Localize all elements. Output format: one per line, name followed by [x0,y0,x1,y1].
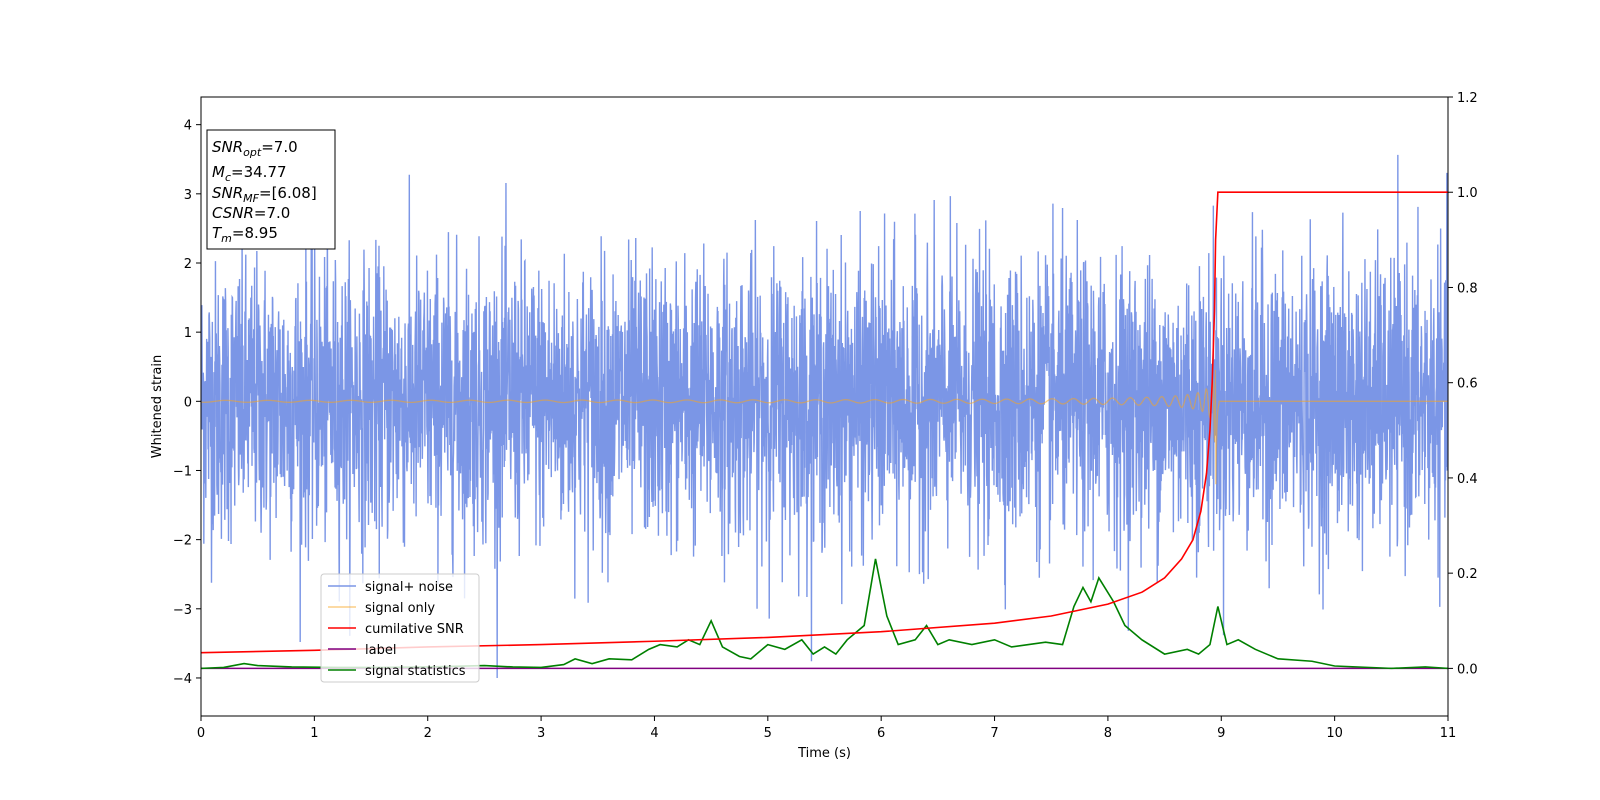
x-tick-label: 8 [1104,726,1112,741]
info-tm: Tm=8.95 [212,224,278,245]
info-snr-mf: SNRMF=[6.08] [212,184,317,205]
legend-label-signal-noise: signal+ noise [365,580,453,595]
legend-label-cumulative-snr: cumilative SNR [365,622,464,637]
y-right-tick-label: 0.4 [1457,472,1478,487]
x-tick-label: 2 [424,726,432,741]
y-left-tick-label: −3 [173,603,192,618]
series-signal-only [201,369,1448,485]
series-signal-statistics [201,558,1448,670]
info-mc: Mc=34.77 [212,163,287,184]
y-left-tick-label: 0 [184,395,192,410]
x-tick-label: 3 [537,726,545,741]
y-right-tick-label: 0.8 [1457,281,1478,296]
y-right-tick-label: 0.2 [1457,567,1478,582]
info-box: SNRopt=7.0 Mc=34.77 SNRMF=[6.08] CSNR=7.… [206,129,336,250]
y-right-tick-label: 0.6 [1457,377,1478,392]
y-axis-label: Whitened strain [150,355,165,458]
y-right-tick-label: 1.2 [1457,91,1478,106]
legend-label-signal-statistics: signal statistics [365,664,466,679]
info-snr-opt: SNRopt=7.0 [212,138,298,159]
y-right-tick-label: 1.0 [1457,186,1478,201]
x-tick-label: 5 [764,726,772,741]
x-axis-label: Time (s) [797,746,851,761]
x-tick-label: 1 [310,726,318,741]
info-box-frame [206,129,336,250]
x-tick-label: 4 [650,726,658,741]
y-left-tick-label: 1 [184,326,192,341]
x-tick-label: 6 [877,726,885,741]
legend-label-signal-only: signal only [365,601,435,616]
y-left-tick-label: −1 [173,464,192,479]
y-right-tick-label: 0.0 [1457,662,1478,677]
legend-label-label: label [365,643,396,658]
y-left-tick-label: 2 [184,257,192,272]
plot-frame [200,96,1449,717]
x-tick-label: 10 [1326,726,1343,741]
y-left-tick-label: 3 [184,188,192,203]
y-left-tick-label: −2 [173,534,192,549]
legend-frame [320,573,480,683]
axes: 0 1 2 3 4 5 6 7 8 9 10 11 −4 −3 −2 −1 0 1 2 3 4 0.0 0.2 0.4 0.6 0… [173,91,1478,741]
x-tick-label: 11 [1440,726,1457,741]
info-csnr: CSNR=7.0 [212,204,290,222]
series-cumulative-snr [201,191,1448,654]
y-left-tick-label: 4 [184,119,192,134]
x-tick-label: 0 [197,726,205,741]
x-tick-label: 7 [990,726,998,741]
y-left-tick-label: −4 [173,672,192,687]
x-tick-label: 9 [1217,726,1225,741]
legend: signal+ noise signal only cumilative SNR… [320,573,480,683]
